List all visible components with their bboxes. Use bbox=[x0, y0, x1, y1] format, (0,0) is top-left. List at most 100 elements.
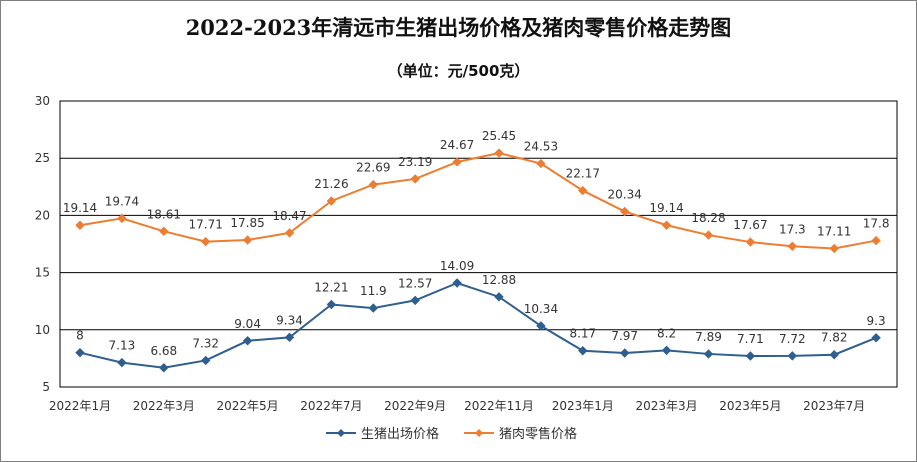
pork-price-marker bbox=[787, 241, 798, 251]
pork-price-marker bbox=[159, 226, 169, 237]
pig-price-marker bbox=[200, 355, 211, 366]
pork-price-marker bbox=[326, 196, 337, 206]
pig-price-data-label: 12.57 bbox=[398, 276, 432, 290]
pork-price-legend-marker bbox=[475, 429, 483, 437]
x-tick-label: 2023年1月 bbox=[552, 399, 614, 413]
pig-price-data-label: 6.68 bbox=[150, 344, 177, 358]
pig-price-data-label: 8.17 bbox=[569, 327, 596, 341]
pig-price-marker bbox=[452, 278, 462, 288]
pork-price-marker bbox=[578, 185, 588, 196]
pig-price-data-label: 9.34 bbox=[276, 313, 303, 327]
pig-price-marker bbox=[829, 350, 839, 360]
pig-price-data-label: 12.21 bbox=[314, 281, 348, 295]
pig-price-marker bbox=[578, 346, 588, 356]
pork-price-marker bbox=[703, 230, 714, 240]
pig-price-data-label: 14.09 bbox=[440, 259, 474, 273]
y-tick-label: 15 bbox=[35, 266, 50, 280]
pork-price-marker bbox=[452, 157, 462, 167]
pork-price-marker bbox=[745, 237, 756, 247]
pig-price-data-label: 7.82 bbox=[821, 331, 848, 345]
pig-price-data-label: 8.2 bbox=[657, 326, 676, 340]
x-tick-label: 2022年9月 bbox=[384, 399, 446, 413]
pig-price-legend-label: 生猪出场价格 bbox=[361, 426, 439, 442]
pig-price-marker bbox=[619, 348, 630, 358]
pork-price-line bbox=[79, 152, 877, 250]
pig-price-data-label: 7.32 bbox=[192, 336, 219, 350]
pig-price-marker bbox=[787, 351, 798, 361]
pork-price-data-label: 19.74 bbox=[105, 194, 139, 208]
pig-price-data-label: 7.13 bbox=[109, 339, 136, 353]
pig-price-marker bbox=[536, 321, 546, 331]
y-tick-label: 5 bbox=[42, 380, 50, 394]
pig-price-marker bbox=[661, 345, 672, 356]
pig-price-marker bbox=[494, 292, 504, 302]
pork-price-data-label: 21.26 bbox=[314, 177, 348, 191]
pig-price-data-label: 10.34 bbox=[524, 302, 558, 316]
y-tick-label: 25 bbox=[35, 151, 50, 165]
pork-price-data-label: 24.67 bbox=[440, 138, 474, 152]
y-tick-label: 20 bbox=[35, 208, 50, 222]
pig-price-marker bbox=[410, 295, 420, 306]
pork-price-data-label: 17.85 bbox=[230, 216, 264, 230]
pork-price-marker bbox=[536, 158, 546, 169]
pig-price-marker bbox=[703, 349, 714, 359]
pork-price-marker bbox=[494, 148, 504, 158]
pig-price-marker bbox=[117, 357, 127, 368]
pig-price-data-label: 7.71 bbox=[737, 332, 764, 346]
pig-price-marker bbox=[75, 347, 85, 358]
chart-title: 2022-2023年清远市生猪出场价格及猪肉零售价格走势图 bbox=[185, 15, 732, 40]
pork-price-data-label: 17.11 bbox=[817, 224, 851, 238]
legend: 生猪出场价格 猪肉零售价格 bbox=[326, 426, 577, 442]
pig-price-data-label: 12.88 bbox=[482, 273, 516, 287]
pig-price-data-label: 9.04 bbox=[234, 317, 261, 331]
pork-price-data-label: 20.34 bbox=[608, 188, 642, 202]
pig-price-marker bbox=[242, 336, 253, 346]
series-lines bbox=[75, 148, 881, 373]
pork-price-marker bbox=[75, 220, 85, 230]
pork-price-marker bbox=[200, 236, 211, 247]
x-tick-label: 2022年11月 bbox=[464, 399, 534, 413]
pork-price-data-label: 17.3 bbox=[779, 222, 806, 236]
pork-price-marker bbox=[619, 206, 630, 217]
axes: 5 10 15 20 25 30 2022年1月 2022年3月 2022年5月 2022年7月 2… bbox=[35, 94, 866, 413]
plot-area bbox=[59, 100, 898, 388]
pork-price-marker bbox=[117, 213, 127, 224]
pork-price-marker bbox=[368, 179, 379, 190]
pork-price-marker bbox=[284, 228, 295, 238]
pork-price-data-label: 18.28 bbox=[691, 211, 725, 225]
pig-price-data-label: 8 bbox=[76, 329, 84, 343]
data-labels: 8 7.13 6.68 7.32 9.04 9.34 12.21 11.9 12.57 14.09… bbox=[63, 129, 890, 358]
pork-price-data-label: 22.17 bbox=[566, 167, 600, 181]
pork-price-data-label: 25.45 bbox=[482, 129, 516, 143]
pork-price-data-label: 19.14 bbox=[649, 201, 683, 215]
pig-price-data-label: 9.3 bbox=[867, 314, 886, 328]
x-tick-label: 2023年3月 bbox=[636, 399, 698, 413]
pork-price-data-label: 17.71 bbox=[189, 218, 223, 232]
x-tick-label: 2022年1月 bbox=[49, 399, 111, 413]
pig-price-marker bbox=[284, 332, 295, 343]
y-tick-label: 10 bbox=[35, 323, 50, 337]
x-tick-label: 2022年5月 bbox=[217, 399, 279, 413]
pork-price-data-label: 18.61 bbox=[147, 207, 181, 221]
pig-price-legend-marker bbox=[337, 429, 345, 437]
pork-price-marker bbox=[829, 243, 839, 254]
pig-price-marker bbox=[368, 303, 379, 313]
pork-price-marker bbox=[661, 220, 672, 230]
pork-price-data-label: 22.69 bbox=[356, 161, 390, 175]
pork-price-data-label: 17.67 bbox=[733, 218, 767, 232]
pig-price-marker bbox=[745, 351, 756, 361]
x-tick-label: 2022年7月 bbox=[300, 399, 362, 413]
pork-price-data-label: 23.19 bbox=[398, 155, 432, 169]
y-tick-label: 30 bbox=[35, 94, 50, 108]
pork-price-marker bbox=[410, 174, 420, 184]
pig-price-data-label: 7.89 bbox=[695, 330, 722, 344]
pork-price-data-label: 19.14 bbox=[63, 201, 97, 215]
pig-price-line bbox=[79, 281, 877, 369]
pig-price-marker bbox=[159, 363, 169, 373]
pig-price-marker bbox=[326, 299, 337, 310]
x-tick-label: 2022年3月 bbox=[133, 399, 195, 413]
pork-price-marker bbox=[242, 235, 253, 245]
pig-price-data-label: 7.97 bbox=[611, 329, 638, 343]
